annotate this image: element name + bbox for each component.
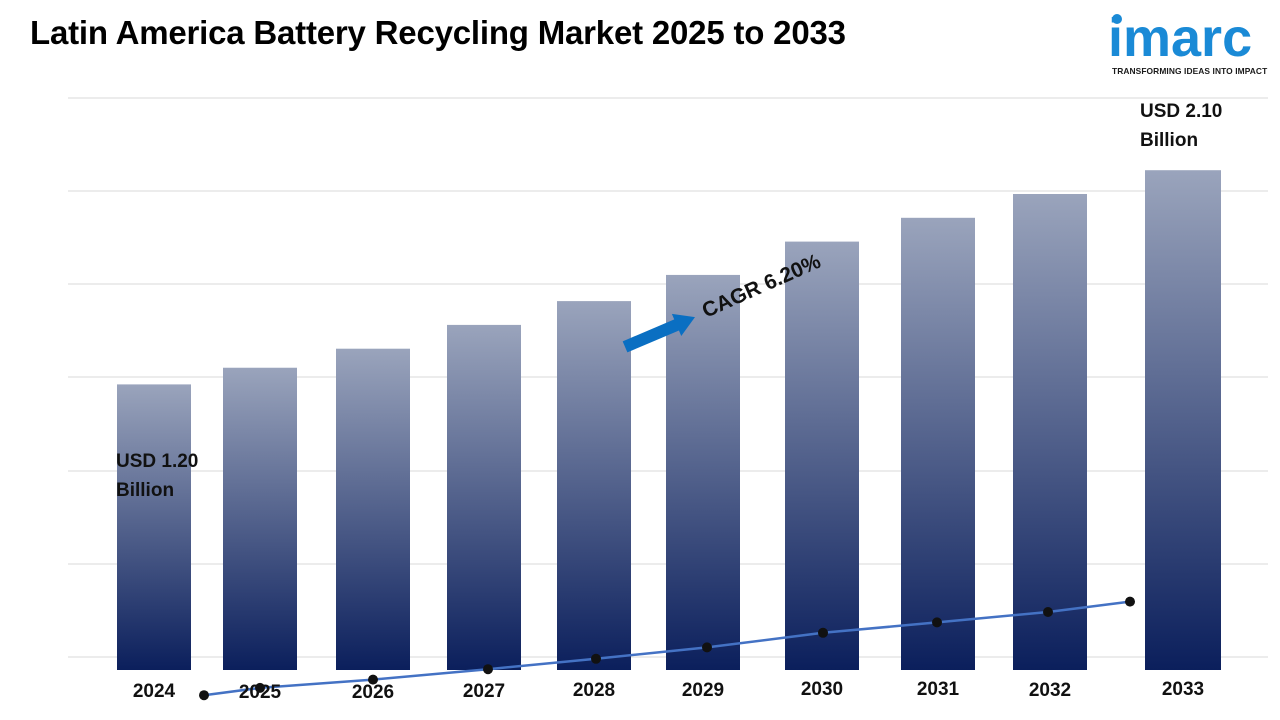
logo-dot: [1112, 14, 1122, 24]
trend-line: [199, 596, 1135, 701]
trend-marker-2033: [1125, 596, 1135, 607]
logo-wordmark: imarc: [1108, 8, 1253, 68]
trend-marker-2026: [368, 674, 378, 685]
x-tick-label: 2028: [573, 680, 615, 701]
cagr-arrow: [622, 313, 695, 353]
trend-marker-2031: [932, 617, 942, 628]
trend-marker-2029: [702, 642, 712, 653]
x-tick-label: 2027: [463, 681, 505, 702]
trend-marker-2028: [591, 653, 601, 664]
trend-marker-2030: [818, 627, 828, 638]
x-tick-label: 2030: [801, 679, 843, 700]
bar-2032: [1013, 194, 1087, 670]
x-tick-label: 2029: [682, 680, 724, 701]
start-value-label: USD 1.20 Billion: [116, 451, 198, 501]
x-tick-label: 2033: [1162, 679, 1204, 700]
bar-2031: [901, 217, 975, 671]
trend-marker-2024: [199, 690, 209, 701]
x-tick-label: 2024: [133, 681, 176, 702]
bar-2033: [1145, 170, 1221, 670]
bar-2025: [223, 367, 297, 670]
x-tick-label: 2031: [917, 679, 960, 700]
x-tick-label: 2025: [239, 682, 282, 703]
cagr-arrow-shaft: [622, 318, 681, 353]
trend-marker-2032: [1043, 607, 1053, 617]
cagr-arrow-head: [671, 313, 695, 337]
bar-2026: [336, 348, 410, 670]
logo-tagline: TRANSFORMING IDEAS INTO IMPACT: [1112, 66, 1268, 76]
chart-title: Latin America Battery Recycling Market 2…: [30, 14, 846, 51]
bar-2028: [557, 301, 631, 670]
bar-2030: [785, 241, 859, 670]
end-value-label: USD 2.10 Billion: [1140, 101, 1222, 151]
x-tick-label: 2032: [1029, 680, 1071, 701]
trend-line-path: [203, 600, 1131, 697]
bar-2027: [447, 324, 521, 670]
bar-2029: [666, 274, 740, 670]
x-tick-label: 2026: [352, 682, 394, 703]
trend-marker-2027: [483, 664, 493, 675]
bars: [117, 170, 1221, 671]
bar-2024: [117, 384, 191, 670]
trend-marker-2025: [255, 682, 265, 693]
imarc-logo: imarc TRANSFORMING IDEAS INTO IMPACT: [1108, 8, 1274, 78]
